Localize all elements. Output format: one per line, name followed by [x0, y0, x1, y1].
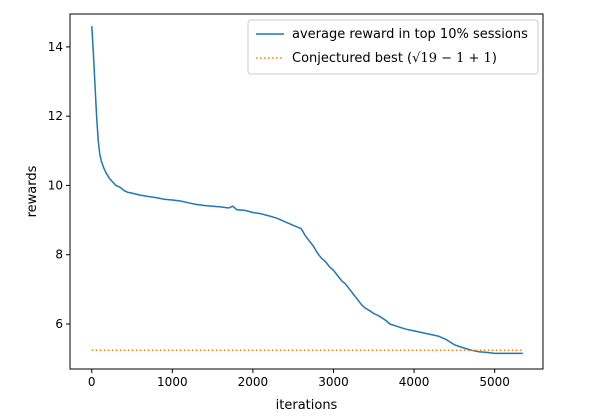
legend-box: [247, 19, 539, 75]
legend-label-suffix: ): [492, 51, 497, 66]
plot-area: [91, 26, 523, 355]
y-tick-label: 14: [48, 40, 63, 54]
y-tick-label: 8: [55, 248, 63, 262]
x-tick-label: 0: [88, 375, 96, 389]
y-axis-label: rewards: [25, 165, 40, 217]
legend-label-average-reward: average reward in top 10% sessions: [292, 27, 528, 42]
series-line-average-reward: [91, 26, 523, 355]
x-tick-label: 2000: [238, 375, 269, 389]
y-tick-label: 6: [55, 317, 63, 331]
legend-label-math: √19 − 1 + 1: [412, 51, 492, 66]
x-tick-label: 4000: [399, 375, 430, 389]
x-tick-label: 3000: [318, 375, 349, 389]
axes-frame: [69, 13, 544, 370]
legend-label-prefix: Conjectured best (: [292, 51, 412, 66]
x-axis-label: iterations: [276, 398, 338, 413]
x-tick-label: 5000: [479, 375, 510, 389]
x-tick-label: 1000: [157, 375, 188, 389]
ticks: 0 1000 2000 3000 4000 5000 6 8 10 12 14: [48, 40, 510, 389]
y-tick-label: 10: [48, 178, 63, 192]
legend-label-conjectured-best: Conjectured best (√19 − 1 + 1): [292, 51, 497, 66]
y-tick-label: 12: [48, 109, 63, 123]
legend: average reward in top 10% sessions Conje…: [247, 19, 539, 75]
